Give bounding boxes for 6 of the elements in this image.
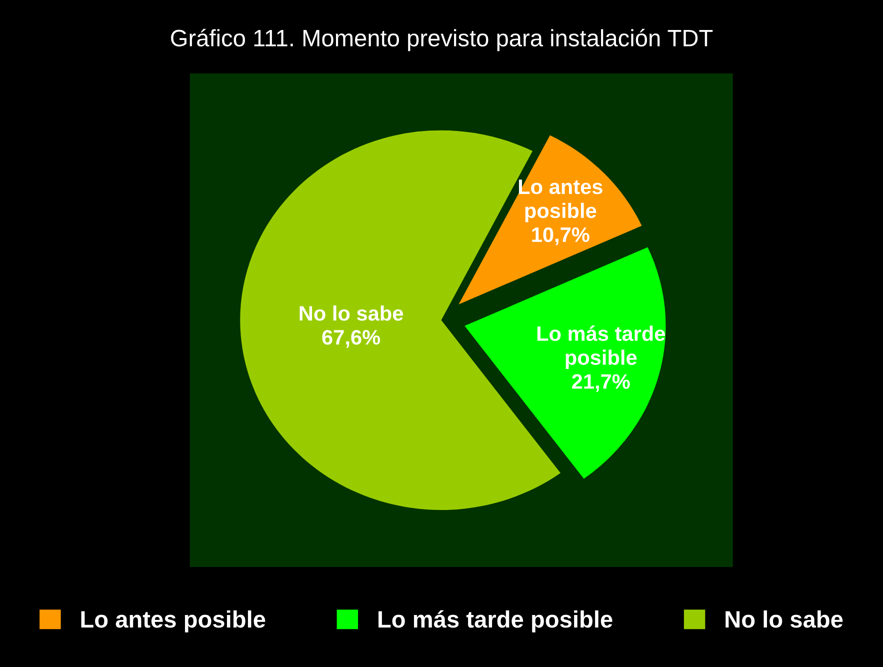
data-label: Lo más tarde posible 21,7% [537,326,665,392]
legend-label: No lo sabe [726,610,843,628]
data-label: No lo sabe 67,6% [300,305,404,348]
chart-title: Gráfico 111. Momento previsto para instalación TDT [171,28,713,52]
legend-label: Lo más tarde posible [378,610,612,632]
legend-label: Lo antes posible [81,610,266,632]
